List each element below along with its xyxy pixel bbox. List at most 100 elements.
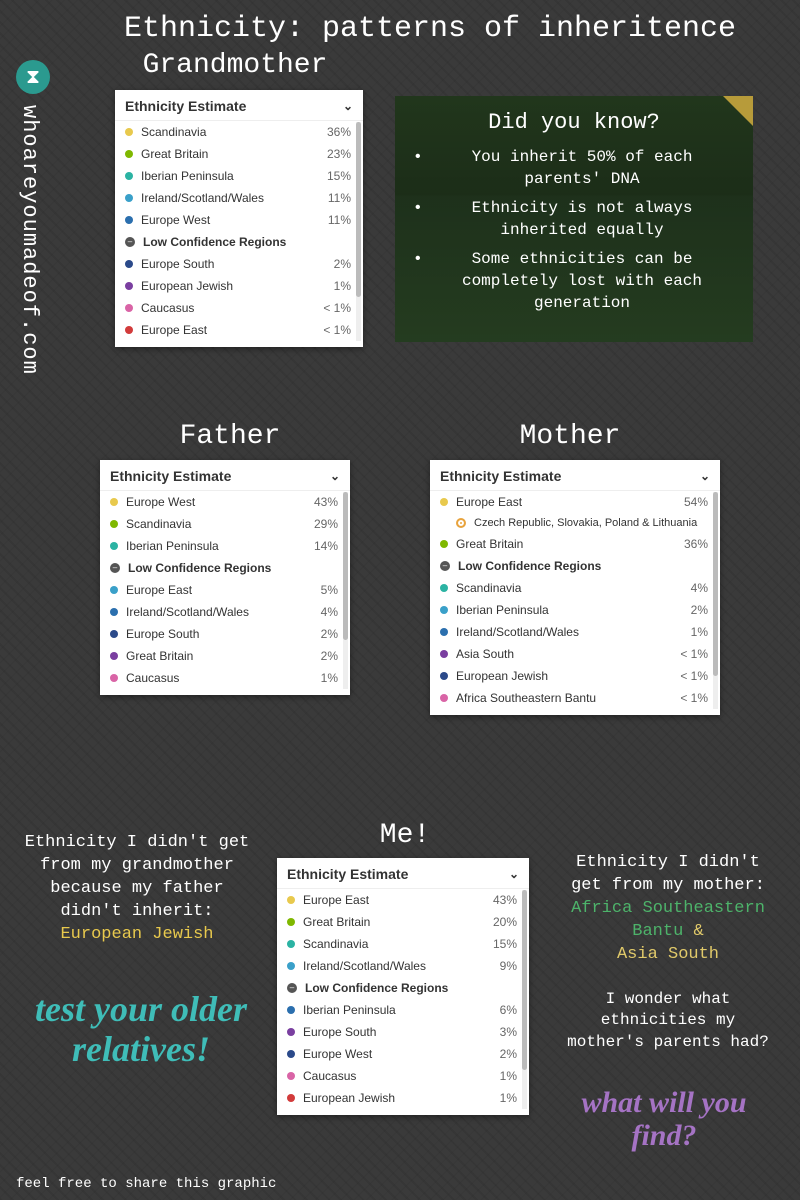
color-dot-icon — [125, 150, 133, 158]
color-dot-icon — [110, 630, 118, 638]
scrollbar-thumb[interactable] — [713, 492, 718, 676]
color-dot-icon — [125, 260, 133, 268]
ethnicity-row: European Jewish< 1% — [430, 665, 720, 687]
low-confidence-header: –Low Confidence Regions — [277, 977, 529, 999]
note-left-text: Ethnicity I didn't get from my grandmoth… — [25, 833, 249, 921]
ethnicity-name: Iberian Peninsula — [141, 169, 319, 183]
chevron-down-icon[interactable]: ⌄ — [343, 99, 353, 113]
ethnicity-pct: 43% — [314, 495, 338, 509]
scrollbar-thumb[interactable] — [356, 122, 361, 297]
ethnicity-pct: 15% — [327, 169, 351, 183]
label-me: Me! — [305, 820, 505, 851]
dyk-heading: Did you know? — [413, 110, 735, 135]
ethnicity-pct: 36% — [684, 537, 708, 551]
card-header-title: Ethnicity Estimate — [125, 98, 246, 114]
ethnicity-subregion: Czech Republic, Slovakia, Poland & Lithu… — [430, 513, 720, 533]
ethnicity-pct: 15% — [493, 937, 517, 951]
note-right-amp: & — [694, 922, 704, 941]
ethnicity-pct: 1% — [691, 625, 708, 639]
color-dot-icon — [110, 520, 118, 528]
ethnicity-name: Great Britain — [303, 915, 485, 929]
card-header[interactable]: Ethnicity Estimate⌄ — [100, 460, 350, 491]
color-dot-icon — [110, 542, 118, 550]
label-mother: Mother — [470, 421, 670, 452]
ethnicity-row: Caucasus1% — [277, 1065, 529, 1087]
color-dot-icon — [125, 304, 133, 312]
color-dot-icon — [110, 498, 118, 506]
ethnicity-pct: 1% — [500, 1069, 517, 1083]
card-header[interactable]: Ethnicity Estimate ⌄ — [115, 90, 363, 121]
ethnicity-pct: < 1% — [323, 301, 351, 315]
ethnicity-row: Caucasus1% — [100, 667, 350, 689]
color-dot-icon — [440, 694, 448, 702]
color-dot-icon — [287, 918, 295, 926]
dyk-item: Some ethnicities can be completely lost … — [413, 245, 735, 318]
color-dot-icon — [287, 1006, 295, 1014]
color-dot-icon — [125, 326, 133, 334]
cta-test-relatives: test your older relatives! — [26, 990, 256, 1069]
ethnicity-pct: 54% — [684, 495, 708, 509]
ethnicity-row: Iberian Peninsula2% — [430, 599, 720, 621]
footer-text: feel free to share this graphic — [16, 1176, 276, 1192]
ethnicity-pct: 5% — [321, 583, 338, 597]
ethnicity-pct: 2% — [334, 257, 351, 271]
note-left-highlight: European Jewish — [60, 925, 213, 944]
color-dot-icon — [110, 586, 118, 594]
ethnicity-pct: < 1% — [680, 691, 708, 705]
color-dot-icon — [440, 540, 448, 548]
color-dot-icon — [287, 962, 295, 970]
ethnicity-name: Ireland/Scotland/Wales — [303, 959, 492, 973]
ethnicity-name: Europe East — [126, 583, 313, 597]
ethnicity-pct: 4% — [321, 605, 338, 619]
ethnicity-name: Ireland/Scotland/Wales — [126, 605, 313, 619]
ethnicity-pct: < 1% — [680, 669, 708, 683]
ethnicity-row: Ireland/Scotland/Wales1% — [430, 621, 720, 643]
chevron-down-icon[interactable]: ⌄ — [509, 867, 519, 881]
color-dot-icon — [125, 128, 133, 136]
ethnicity-row: Europe East< 1% — [115, 319, 363, 341]
scrollbar[interactable] — [713, 492, 718, 709]
ethnicity-pct: 11% — [328, 213, 351, 227]
ethnicity-row: Great Britain 20% — [277, 911, 529, 933]
minus-circle-icon: – — [287, 983, 297, 993]
card-header[interactable]: Ethnicity Estimate ⌄ — [430, 460, 720, 491]
ethnicity-pct: 20% — [493, 915, 517, 929]
ethnicity-row: Scandinavia29% — [100, 513, 350, 535]
card-header[interactable]: Ethnicity Estimate⌄ — [277, 858, 529, 889]
ethnicity-pct: 4% — [691, 581, 708, 595]
low-confidence-label: Low Confidence Regions — [458, 559, 708, 573]
cta-what-find: what will you find? — [554, 1086, 774, 1152]
ethnicity-name: Great Britain — [141, 147, 319, 161]
ethnicity-pct: 29% — [314, 517, 338, 531]
ethnicity-name: Europe East — [456, 495, 676, 509]
ethnicity-name: Asia South — [456, 647, 672, 661]
label-grandmother: Grandmother — [110, 50, 360, 81]
chevron-down-icon[interactable]: ⌄ — [330, 469, 340, 483]
scrollbar-thumb[interactable] — [522, 890, 527, 1070]
chevron-down-icon[interactable]: ⌄ — [700, 469, 710, 483]
site-url: whoareyoumadeof.com — [12, 105, 42, 425]
ethnicity-name: Scandinavia — [141, 125, 319, 139]
ethnicity-row: Europe East 5% — [100, 579, 350, 601]
ethnicity-pct: 1% — [321, 671, 338, 685]
card-header-title: Ethnicity Estimate — [440, 468, 561, 484]
ethnicity-row: Europe East43% — [277, 889, 529, 911]
color-dot-icon — [440, 606, 448, 614]
scrollbar[interactable] — [343, 492, 348, 689]
ethnicity-pct: 1% — [500, 1091, 517, 1105]
ethnicity-row: Europe East 54% — [430, 491, 720, 513]
ethnicity-pct: < 1% — [323, 323, 351, 337]
scrollbar-thumb[interactable] — [343, 492, 348, 640]
color-dot-icon — [125, 216, 133, 224]
color-dot-icon — [287, 1028, 295, 1036]
did-you-know-box: Did you know? You inherit 50% of each pa… — [395, 96, 753, 342]
color-dot-icon — [110, 652, 118, 660]
ethnicity-name: Europe South — [126, 627, 313, 641]
ethnicity-pct: 2% — [321, 649, 338, 663]
ethnicity-name: Europe South — [141, 257, 326, 271]
color-dot-icon — [110, 674, 118, 682]
scrollbar[interactable] — [356, 122, 361, 341]
color-dot-icon — [287, 1094, 295, 1102]
scrollbar[interactable] — [522, 890, 527, 1109]
ethnicity-row: Scandinavia15% — [277, 933, 529, 955]
